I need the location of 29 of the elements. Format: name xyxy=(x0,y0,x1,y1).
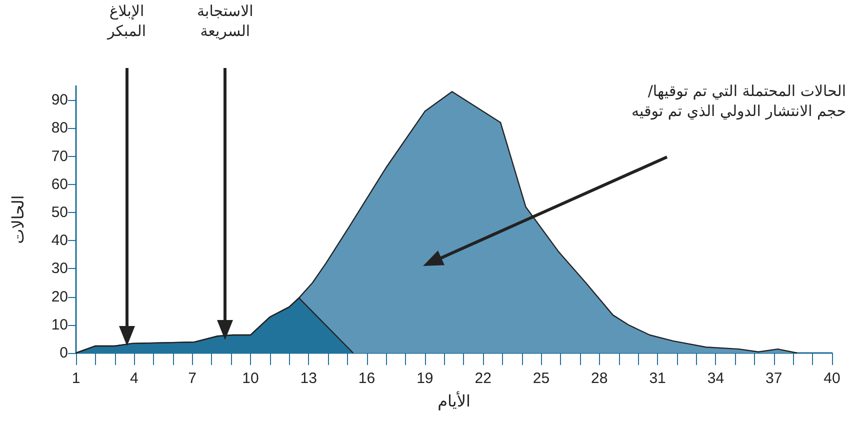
x-tick-label: 25 xyxy=(532,370,550,387)
y-tick-label: 50 xyxy=(51,204,68,221)
x-tick-label: 37 xyxy=(766,370,782,387)
y-tick-label: 0 xyxy=(60,344,68,362)
y-tick-label: 60 xyxy=(51,176,68,193)
x-tick-label: 31 xyxy=(649,370,666,387)
x-tick-label: 22 xyxy=(474,370,492,387)
y-tick-label: 20 xyxy=(51,288,68,306)
x-tick-label: 1 xyxy=(72,370,80,387)
text: الإبلاغ المبكر xyxy=(108,2,146,41)
text: الاستجابة السريعة xyxy=(197,2,254,41)
x-tick-label: 4 xyxy=(130,370,138,387)
x-tick-label: 28 xyxy=(591,370,608,387)
x-tick-label: 19 xyxy=(416,370,434,387)
x-tick-label: 34 xyxy=(707,370,724,387)
x-tick-label: 7 xyxy=(188,370,196,387)
y-tick-label: 40 xyxy=(51,232,68,250)
y-tick-label: 70 xyxy=(51,148,68,165)
y-tick-label: 30 xyxy=(51,260,68,278)
y-tick-label: 10 xyxy=(51,316,68,334)
y-axis-title: الحالات xyxy=(8,195,28,244)
x-tick-label: 10 xyxy=(242,370,259,387)
x-tick-label: 40 xyxy=(824,370,840,387)
y-tick-label: 90 xyxy=(51,92,68,109)
x-tick-label: 16 xyxy=(358,370,376,387)
x-axis-title: الأيام xyxy=(438,390,470,410)
annotation: الحالات المحتملة التي تم توقيها/ حجم الانتشار الدولي الذي تم توقيه xyxy=(632,82,846,121)
y-tick-label: 80 xyxy=(51,120,68,137)
x-tick-label: 13 xyxy=(300,370,317,387)
